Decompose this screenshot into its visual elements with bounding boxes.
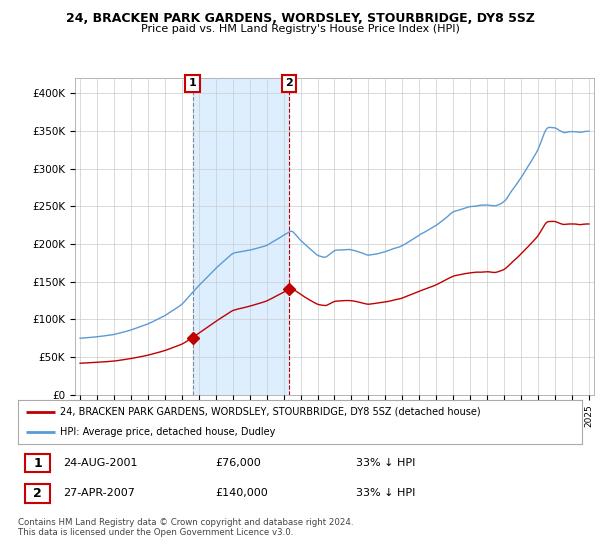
Text: 24, BRACKEN PARK GARDENS, WORDSLEY, STOURBRIDGE, DY8 5SZ: 24, BRACKEN PARK GARDENS, WORDSLEY, STOU… bbox=[65, 12, 535, 25]
Text: 2: 2 bbox=[33, 487, 42, 500]
Text: 27-APR-2007: 27-APR-2007 bbox=[63, 488, 135, 498]
Text: 1: 1 bbox=[189, 78, 197, 88]
Text: 1: 1 bbox=[33, 456, 42, 469]
Bar bbox=[25, 454, 50, 473]
Text: Price paid vs. HM Land Registry's House Price Index (HPI): Price paid vs. HM Land Registry's House … bbox=[140, 24, 460, 34]
Text: 24, BRACKEN PARK GARDENS, WORDSLEY, STOURBRIDGE, DY8 5SZ (detached house): 24, BRACKEN PARK GARDENS, WORDSLEY, STOU… bbox=[60, 407, 481, 417]
Text: 33% ↓ HPI: 33% ↓ HPI bbox=[356, 488, 416, 498]
Text: £76,000: £76,000 bbox=[215, 458, 261, 468]
Bar bbox=[25, 484, 50, 502]
Text: £140,000: £140,000 bbox=[215, 488, 268, 498]
Text: Contains HM Land Registry data © Crown copyright and database right 2024.
This d: Contains HM Land Registry data © Crown c… bbox=[18, 518, 353, 538]
Bar bbox=[193, 78, 289, 395]
Text: HPI: Average price, detached house, Dudley: HPI: Average price, detached house, Dudl… bbox=[60, 427, 275, 437]
Text: 24-AUG-2001: 24-AUG-2001 bbox=[63, 458, 137, 468]
Text: 33% ↓ HPI: 33% ↓ HPI bbox=[356, 458, 416, 468]
Text: 2: 2 bbox=[285, 78, 293, 88]
